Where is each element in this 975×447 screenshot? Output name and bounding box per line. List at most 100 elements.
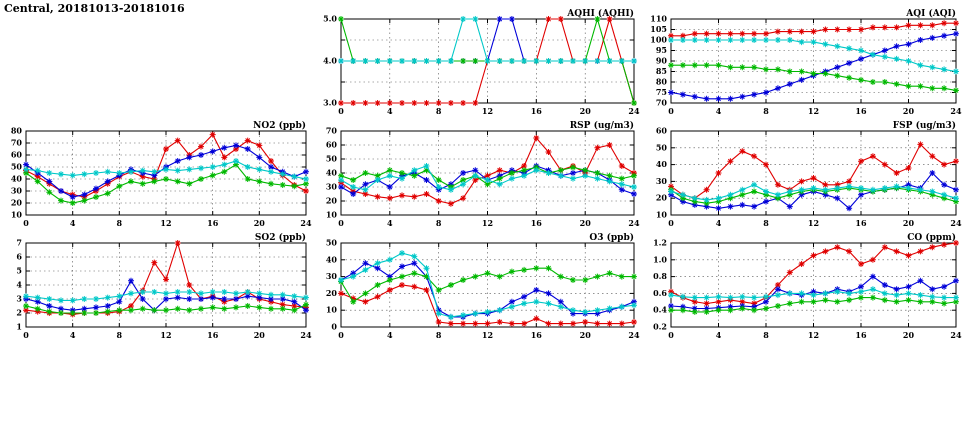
- svg-text:16: 16: [207, 330, 219, 340]
- svg-text:16: 16: [855, 218, 867, 228]
- svg-text:40: 40: [11, 174, 23, 184]
- svg-text:5.0: 5.0: [323, 14, 337, 24]
- svg-text:60: 60: [11, 150, 23, 160]
- svg-text:20: 20: [580, 106, 592, 116]
- svg-text:16: 16: [531, 106, 543, 116]
- svg-text:0.2: 0.2: [653, 322, 667, 332]
- chart-svg-rsp: 10 20 30 40 50 60 70 0 4 8 12 16 20 24 RSP (ug/m3): [326, 120, 640, 228]
- svg-text:4: 4: [70, 330, 76, 340]
- svg-text:4: 4: [716, 330, 722, 340]
- svg-text:12: 12: [482, 330, 493, 340]
- svg-text:20: 20: [254, 218, 266, 228]
- svg-text:2: 2: [16, 308, 22, 318]
- svg-text:16: 16: [531, 330, 543, 340]
- svg-text:8: 8: [763, 218, 769, 228]
- page-title: Central, 20181013-20181016: [4, 2, 185, 15]
- svg-text:100: 100: [650, 35, 667, 45]
- svg-text:8: 8: [763, 330, 769, 340]
- svg-text:12: 12: [160, 330, 171, 340]
- svg-text:0: 0: [338, 106, 344, 116]
- svg-text:16: 16: [531, 218, 543, 228]
- svg-text:0: 0: [338, 330, 344, 340]
- chart-so2: 1 2 3 4 5 6 7 0 4 8 12 16 20 24 SO2 (ppb): [0, 230, 315, 342]
- svg-text:24: 24: [950, 106, 962, 116]
- svg-text:0: 0: [331, 322, 337, 332]
- svg-text:0: 0: [338, 218, 344, 228]
- svg-text:24: 24: [950, 330, 962, 340]
- svg-text:30: 30: [656, 176, 668, 186]
- svg-text:40: 40: [656, 159, 668, 169]
- svg-text:AQHI (AQHI): AQHI (AQHI): [566, 8, 634, 19]
- svg-text:20: 20: [580, 218, 592, 228]
- svg-text:24: 24: [628, 330, 640, 340]
- svg-text:40: 40: [326, 168, 338, 178]
- svg-text:24: 24: [950, 218, 962, 228]
- svg-text:50: 50: [326, 154, 338, 164]
- svg-text:30: 30: [326, 182, 338, 192]
- svg-text:0.6: 0.6: [653, 288, 667, 298]
- svg-text:4: 4: [70, 218, 76, 228]
- svg-text:20: 20: [254, 330, 266, 340]
- svg-text:80: 80: [11, 126, 23, 136]
- svg-text:8: 8: [763, 106, 769, 116]
- svg-text:110: 110: [650, 14, 667, 24]
- svg-text:5: 5: [16, 266, 22, 276]
- svg-text:105: 105: [650, 24, 667, 34]
- svg-text:4: 4: [716, 218, 722, 228]
- svg-text:70: 70: [11, 138, 23, 148]
- chart-svg-aqhi: 3.0 4.0 5.0 0 4 8 12 16 20 24 AQHI (AQHI): [323, 8, 640, 116]
- svg-text:FSP (ug/m3): FSP (ug/m3): [893, 120, 956, 131]
- svg-text:80: 80: [656, 77, 668, 87]
- svg-text:10: 10: [656, 210, 668, 220]
- svg-text:0: 0: [668, 330, 674, 340]
- svg-text:60: 60: [326, 140, 338, 150]
- svg-text:12: 12: [482, 218, 493, 228]
- chart-svg-fsp: 10 20 30 40 50 60 0 4 8 12 16 20 24 FSP (ug/m3): [656, 120, 962, 228]
- svg-text:O3 (ppb): O3 (ppb): [589, 232, 634, 243]
- svg-text:AQI (AQI): AQI (AQI): [905, 8, 956, 19]
- chart-o3: 0 10 20 30 40 50 0 4 8 12 16 20 24 O3 (ppb): [315, 230, 643, 342]
- svg-text:4.0: 4.0: [323, 56, 337, 66]
- chart-svg-co: 0.2 0.4 0.6 0.8 1.0 1.2 0 4 8 12 16 20 24 CO (ppm): [653, 232, 962, 340]
- svg-text:20: 20: [656, 193, 668, 203]
- svg-text:20: 20: [326, 196, 338, 206]
- svg-text:8: 8: [117, 330, 123, 340]
- svg-text:50: 50: [656, 142, 668, 152]
- svg-text:24: 24: [628, 218, 640, 228]
- chart-no2: 10 20 30 40 50 60 70 80 0 4 8 12 16 20 24 NO2 (ppb): [0, 118, 315, 230]
- svg-text:1.0: 1.0: [653, 254, 667, 264]
- svg-text:50: 50: [11, 162, 23, 172]
- svg-text:75: 75: [656, 87, 667, 97]
- svg-text:12: 12: [808, 330, 819, 340]
- svg-text:20: 20: [903, 106, 915, 116]
- svg-text:30: 30: [326, 271, 338, 281]
- svg-text:1.2: 1.2: [653, 238, 667, 248]
- svg-text:50: 50: [326, 238, 338, 248]
- svg-text:CO (ppm): CO (ppm): [907, 232, 956, 243]
- svg-text:60: 60: [656, 126, 668, 136]
- svg-text:3.0: 3.0: [323, 98, 337, 108]
- chart-aqhi: 3.0 4.0 5.0 0 4 8 12 16 20 24 AQHI (AQHI): [315, 6, 643, 118]
- svg-text:NO2 (ppb): NO2 (ppb): [253, 120, 306, 131]
- svg-text:90: 90: [656, 56, 668, 66]
- chart-svg-o3: 0 10 20 30 40 50 0 4 8 12 16 20 24 O3 (ppb): [326, 232, 640, 340]
- svg-text:12: 12: [160, 218, 171, 228]
- svg-text:30: 30: [11, 186, 23, 196]
- svg-text:20: 20: [903, 218, 915, 228]
- svg-text:70: 70: [326, 126, 338, 136]
- svg-text:10: 10: [326, 305, 338, 315]
- svg-text:24: 24: [628, 106, 640, 116]
- svg-text:85: 85: [656, 66, 667, 76]
- svg-text:1: 1: [16, 322, 22, 332]
- svg-text:7: 7: [16, 238, 22, 248]
- svg-text:20: 20: [903, 330, 915, 340]
- svg-text:8: 8: [436, 330, 442, 340]
- svg-text:0.4: 0.4: [653, 305, 667, 315]
- svg-text:24: 24: [300, 218, 312, 228]
- svg-text:8: 8: [117, 218, 123, 228]
- svg-text:8: 8: [436, 106, 442, 116]
- svg-text:8: 8: [436, 218, 442, 228]
